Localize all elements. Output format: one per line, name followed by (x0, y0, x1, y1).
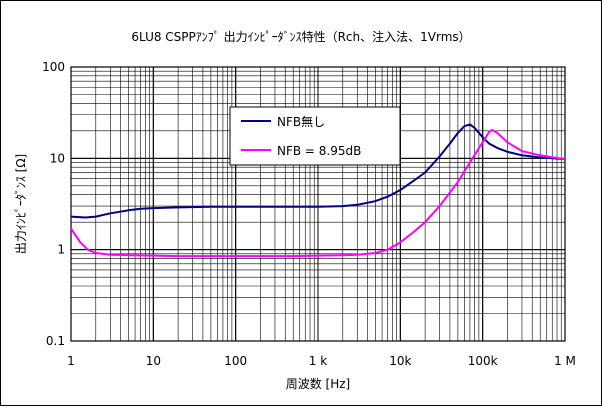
x-axis-label: 周波数 [Hz] (286, 376, 351, 391)
legend: NFB無し NFB = 8.95dB (229, 106, 401, 166)
x-tick-label: 1 k (309, 354, 327, 368)
y-tick-labels: 0.1 1 10 100 (42, 60, 65, 348)
x-tick-label: 1 M (554, 354, 576, 368)
legend-box (229, 106, 401, 166)
y-tick-label: 0.1 (46, 334, 65, 348)
series-lines (70, 123, 566, 258)
legend-label-nfb-off: NFB無し (277, 114, 325, 129)
x-tick-label: 10 (146, 354, 161, 368)
plot-border (70, 66, 566, 342)
x-tick-labels: 1 10 100 1 k 10k 100k 1 M (67, 354, 576, 368)
y-tick-label: 1 (57, 243, 65, 257)
series-line-1 (70, 128, 566, 258)
chart-title: 6LU8 CSPPｱﾝﾌﾟ 出力ｲﾝﾋﾟｰﾀﾞﾝｽ特性（Rch、注入法、1Vrm… (131, 29, 470, 44)
x-tick-label: 100 (224, 354, 247, 368)
legend-label-nfb-on: NFB = 8.95dB (277, 144, 361, 158)
x-tick-label: 10k (389, 354, 411, 368)
y-tick-label: 100 (42, 60, 65, 74)
y-tick-label: 10 (50, 151, 65, 165)
series-line-0 (70, 123, 566, 219)
x-tick-label: 100k (468, 354, 498, 368)
x-tick-label: 1 (67, 354, 75, 368)
y-axis-label: 出力ｲﾝﾋﾟｰﾀﾞﾝｽ [Ω] (14, 154, 28, 254)
